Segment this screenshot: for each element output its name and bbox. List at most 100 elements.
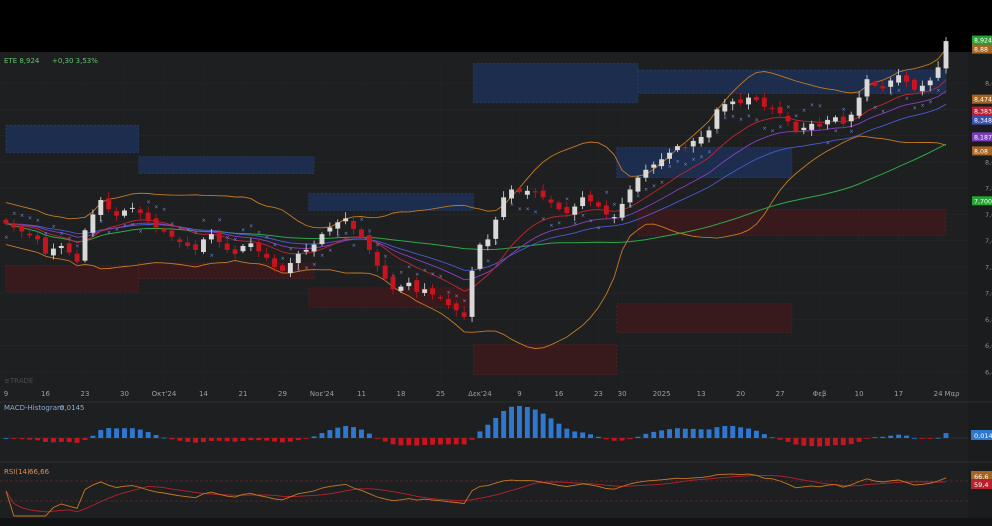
- rsi-badge-top-text: 66,6: [974, 473, 988, 481]
- candle-body: [19, 225, 25, 232]
- macd-bar: [493, 417, 499, 438]
- macd-bar: [509, 406, 514, 438]
- x-tick-label: 30: [618, 390, 627, 398]
- macd-bar: [248, 438, 254, 441]
- demand-zone: [5, 265, 140, 293]
- price-badge-text: 8,88: [974, 47, 988, 54]
- macd-bar: [848, 438, 854, 445]
- candle-body: [746, 97, 751, 105]
- candle-body: [872, 81, 878, 86]
- psar-dot: ×: [328, 248, 332, 254]
- x-tick-label: 23: [594, 390, 603, 398]
- psar-dot: ×: [557, 220, 561, 226]
- psar-dot: ×: [526, 207, 530, 213]
- candle-body: [280, 265, 285, 271]
- psar-dot: ×: [312, 262, 316, 268]
- macd-bar: [690, 428, 696, 438]
- psar-dot: ×: [415, 272, 419, 278]
- candle-body: [430, 288, 436, 295]
- psar-dot: ×: [265, 235, 269, 241]
- price-tick-label: 6,4: [985, 369, 992, 377]
- candle-body: [777, 107, 783, 114]
- macd-bar: [453, 438, 459, 445]
- psar-dot: ×: [486, 258, 490, 264]
- candle-body: [864, 79, 870, 97]
- candle-body: [461, 312, 467, 317]
- candle-body: [651, 164, 657, 168]
- candle-body: [667, 152, 672, 159]
- candle-body: [896, 75, 902, 83]
- candle-body: [161, 228, 167, 232]
- candle-body: [935, 67, 941, 78]
- candle-body: [366, 235, 372, 250]
- candle-body: [137, 209, 143, 214]
- macd-bar: [516, 406, 522, 438]
- macd-bar: [208, 438, 214, 441]
- candle-body: [327, 227, 333, 232]
- candle-body: [438, 297, 443, 299]
- psar-dot: ×: [533, 210, 537, 216]
- psar-dot: ×: [802, 108, 806, 114]
- psar-dot: ×: [462, 299, 466, 305]
- macd-bar: [564, 428, 570, 438]
- macd-bar: [904, 435, 909, 438]
- candles: [3, 37, 949, 322]
- candle-body: [888, 80, 894, 87]
- candle-body: [129, 207, 135, 209]
- x-tick-label: 16: [554, 390, 563, 398]
- psar-dot: ×: [289, 246, 293, 252]
- macd-bar: [674, 428, 680, 438]
- psar-dot: ×: [660, 180, 664, 186]
- candle-body: [43, 237, 48, 254]
- macd-bar: [840, 438, 846, 446]
- candle-body: [832, 117, 838, 122]
- macd-bar: [856, 438, 862, 442]
- macd-badge: [971, 430, 992, 440]
- candle-body: [201, 239, 206, 252]
- macd-bar: [588, 434, 593, 438]
- bottom-toolbar[interactable]: [0, 518, 992, 526]
- candle-body: [785, 115, 791, 122]
- candle-body: [445, 298, 451, 306]
- x-tick-label: 20: [736, 390, 745, 398]
- psar-dot: ×: [107, 230, 111, 236]
- price-badge: [972, 196, 992, 206]
- x-tick-label: 24: [934, 390, 943, 398]
- rsi-badge-top: [971, 471, 992, 481]
- rsi-panel: [0, 473, 968, 517]
- candle-body: [58, 245, 64, 249]
- psar-dot: ×: [296, 268, 300, 274]
- demand-zone: [616, 303, 793, 333]
- macd-bar: [651, 431, 657, 438]
- price-badge-text: 8,187: [974, 134, 992, 141]
- rsi-signal: [5, 474, 947, 513]
- price-tick-label: 6,6: [985, 342, 992, 350]
- candle-body: [911, 79, 917, 90]
- candle-body: [564, 207, 570, 214]
- psar-dot: ×: [786, 105, 790, 111]
- price-tick-label: 8,0: [985, 158, 992, 166]
- psar-dot: ×: [747, 113, 751, 119]
- macd-bar: [43, 438, 48, 442]
- price-tick-label: 7,4: [985, 237, 992, 245]
- psar-dot: ×: [138, 229, 142, 235]
- psar-dot: ×: [928, 100, 932, 106]
- macd-bar: [698, 429, 704, 438]
- x-tick-label: Φεβ: [813, 390, 827, 398]
- candle-body: [453, 303, 459, 311]
- x-tick-label: Μαρ: [944, 390, 960, 398]
- candle-body: [603, 205, 609, 215]
- macd-bar: [485, 424, 491, 438]
- candle-body: [904, 75, 909, 82]
- candle-body: [532, 191, 538, 193]
- candle-body: [359, 229, 364, 237]
- macd-bar: [540, 413, 546, 438]
- candle-body: [193, 244, 199, 250]
- psar-dot: ×: [810, 102, 814, 108]
- psar-dot: ×: [75, 243, 79, 249]
- candle-body: [501, 197, 507, 218]
- psar-dot: ×: [249, 223, 253, 229]
- candle-body: [122, 210, 127, 216]
- candle-body: [856, 97, 862, 116]
